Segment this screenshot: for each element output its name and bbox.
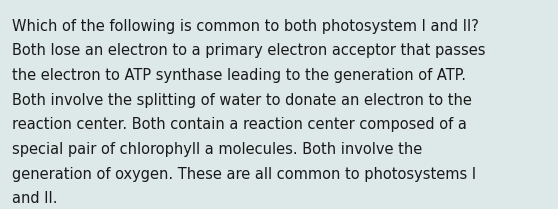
Text: Both involve the splitting of water to donate an electron to the: Both involve the splitting of water to d…	[12, 93, 472, 108]
Text: special pair of chlorophyll a molecules. Both involve the: special pair of chlorophyll a molecules.…	[12, 142, 422, 157]
Text: the electron to ATP synthase leading to the generation of ATP.: the electron to ATP synthase leading to …	[12, 68, 466, 83]
Text: generation of oxygen. These are all common to photosystems I: generation of oxygen. These are all comm…	[12, 167, 477, 182]
Text: Which of the following is common to both photosystem I and II?: Which of the following is common to both…	[12, 19, 479, 34]
Text: Both lose an electron to a primary electron acceptor that passes: Both lose an electron to a primary elect…	[12, 43, 486, 59]
Text: reaction center. Both contain a reaction center composed of a: reaction center. Both contain a reaction…	[12, 117, 467, 133]
Text: and II.: and II.	[12, 191, 58, 206]
